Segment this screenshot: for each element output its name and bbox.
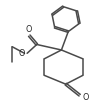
Text: O: O [18,49,24,58]
Text: O: O [82,92,89,101]
Text: O: O [25,25,31,34]
